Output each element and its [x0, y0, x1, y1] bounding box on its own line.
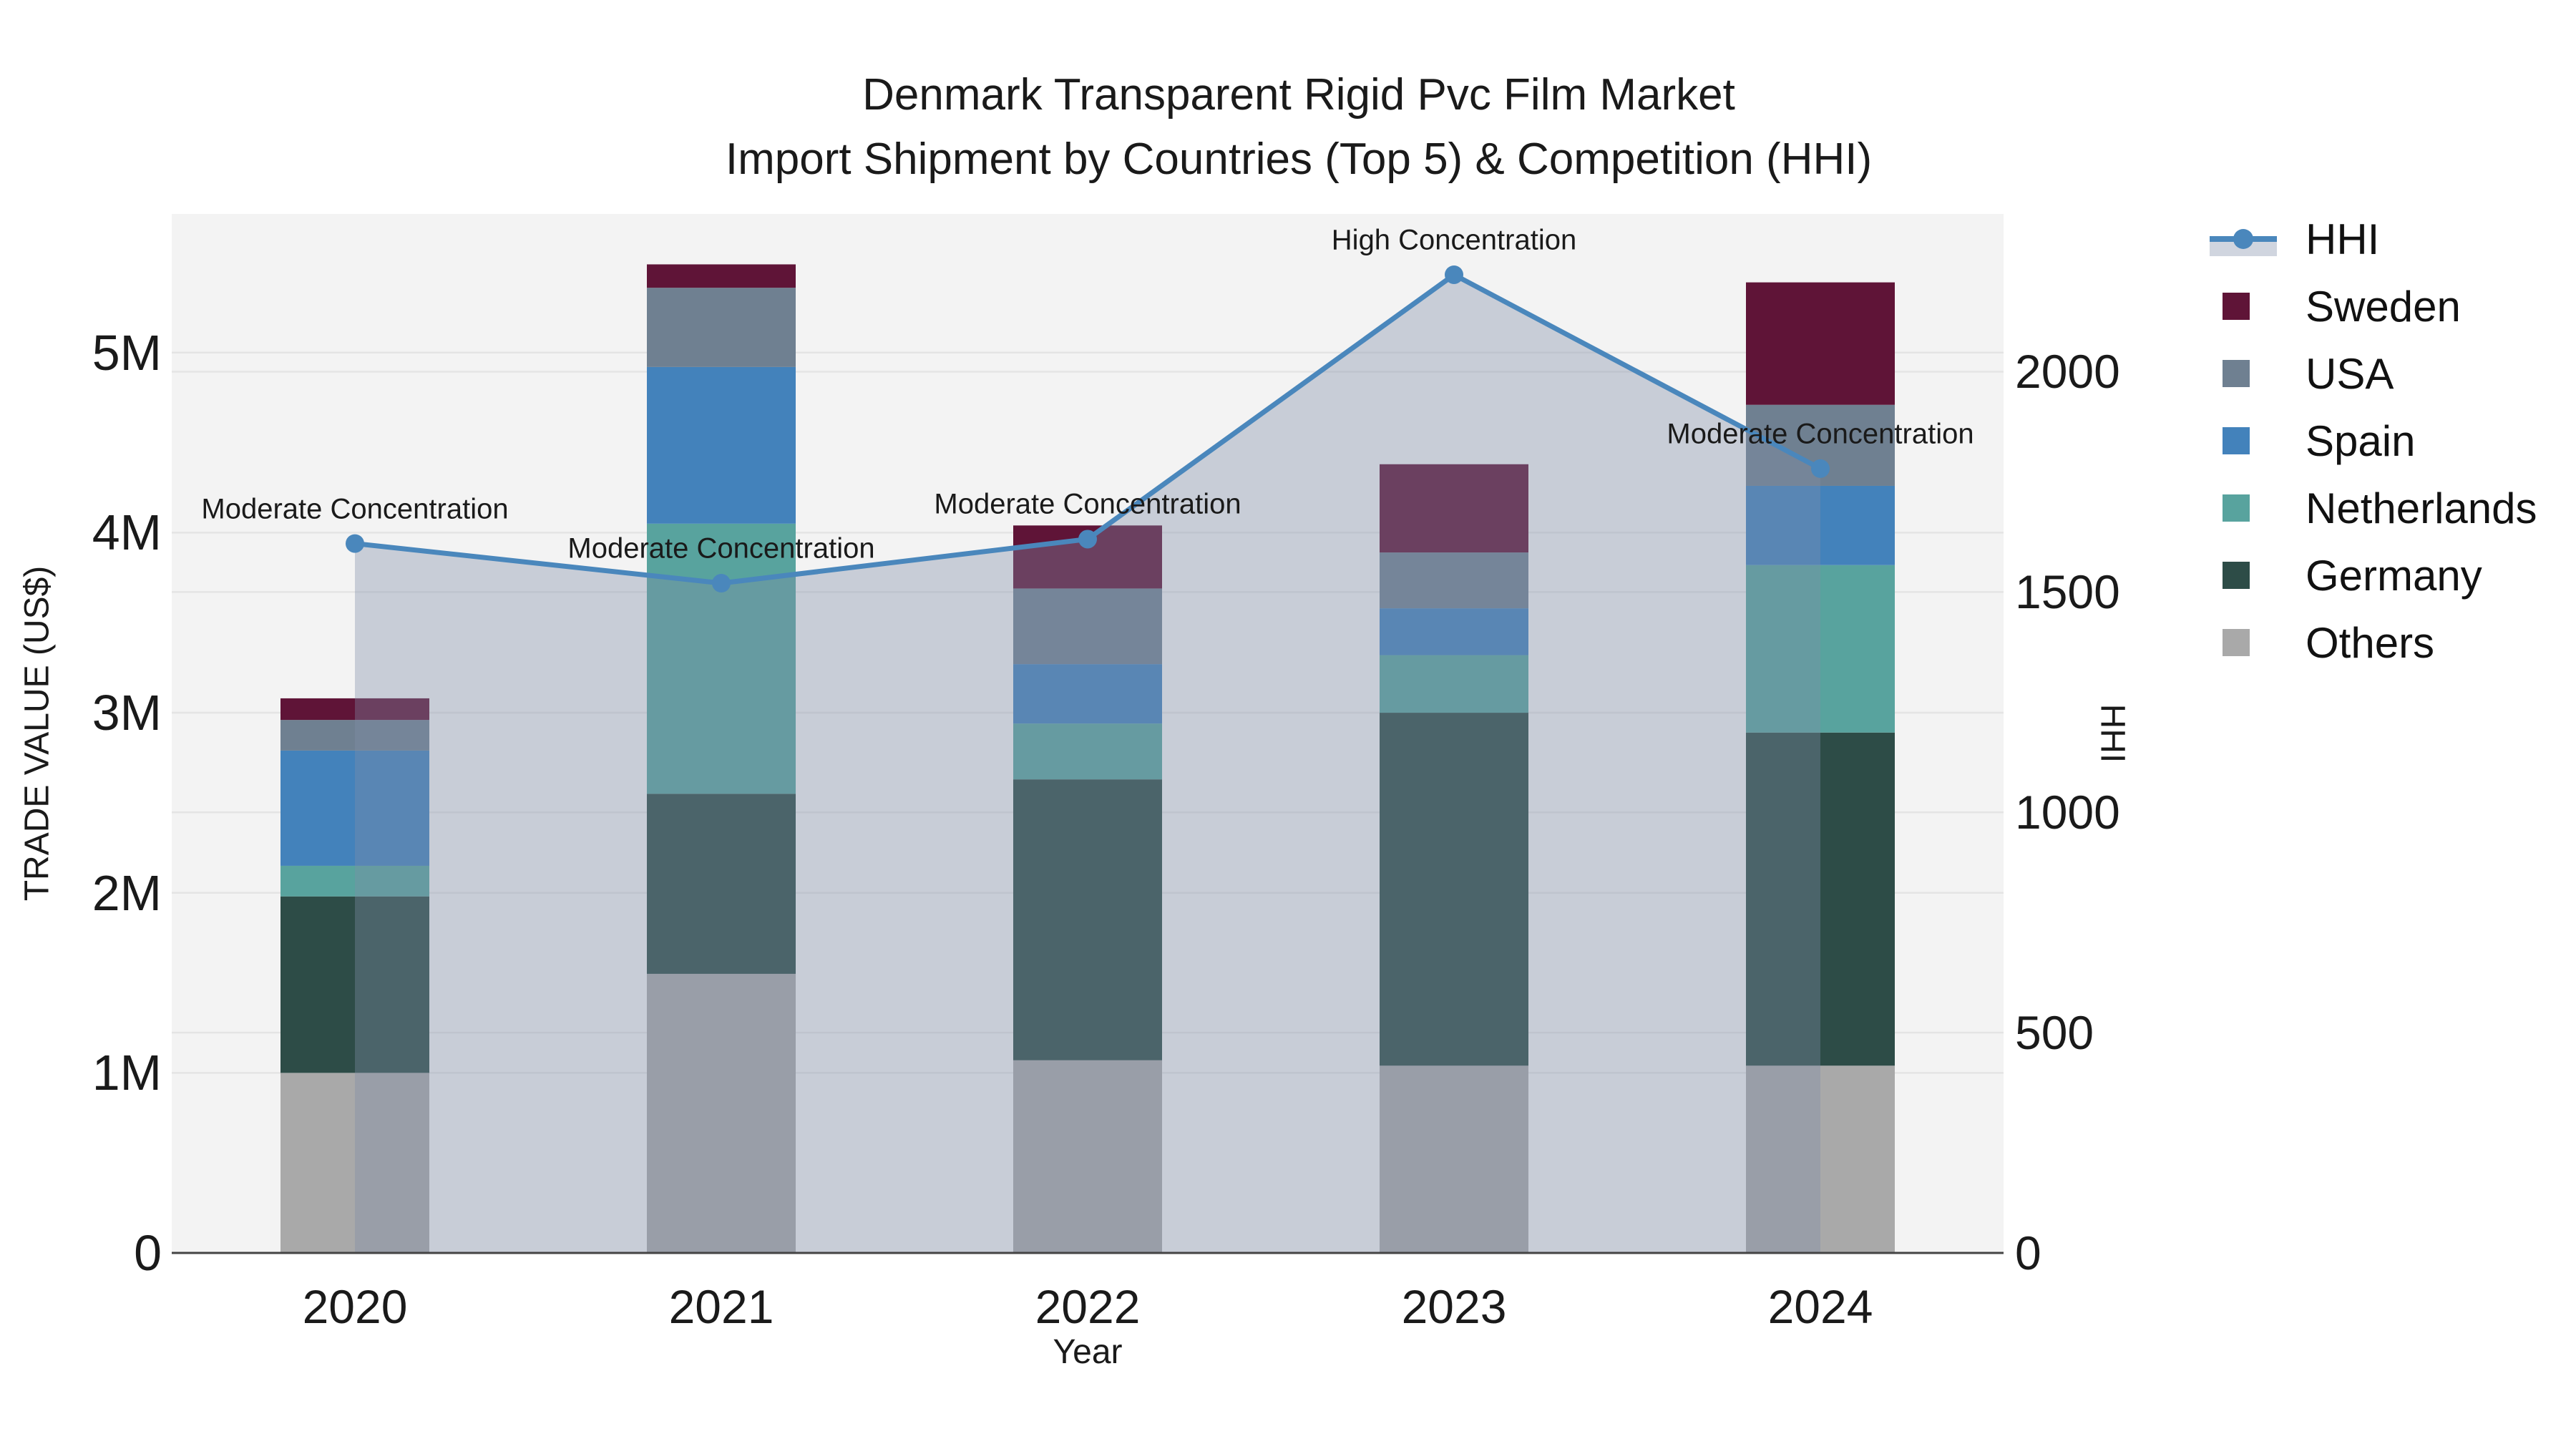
legend-item-germany[interactable]: Germany [2210, 551, 2482, 600]
y-right-tick-1000: 1000 [2015, 786, 2120, 839]
legend-label: Sweden [2306, 282, 2461, 331]
annotation-2020: Moderate Concentration [201, 493, 509, 525]
legend-item-spain[interactable]: Spain [2210, 417, 2415, 465]
sweden-swatch-icon [2223, 293, 2250, 320]
legend-label: Netherlands [2306, 484, 2537, 532]
y-right-tick-2000: 2000 [2015, 345, 2120, 399]
bar-segment-netherlands-2022[interactable] [1013, 723, 1162, 780]
legend-label: Others [2306, 618, 2435, 667]
legend-item-others[interactable]: Others [2210, 619, 2434, 667]
bar-segment-germany-2021[interactable] [647, 794, 796, 974]
others-swatch-icon [2223, 629, 2250, 656]
y-left-tick-3M: 3M [92, 685, 162, 741]
germany-swatch-icon [2223, 562, 2250, 589]
annotation-2022: Moderate Concentration [934, 488, 1241, 520]
bar-segment-netherlands-2024[interactable] [1746, 565, 1895, 733]
y-left-tick-1M: 1M [92, 1045, 162, 1101]
legend-item-netherlands[interactable]: Netherlands [2210, 484, 2537, 532]
hhi-point-2022[interactable] [1078, 530, 1097, 549]
legend-label: USA [2306, 349, 2394, 398]
bar-segment-germany-2023[interactable] [1380, 713, 1528, 1066]
netherlands-swatch-icon [2223, 494, 2250, 522]
x-tick-2021: 2021 [668, 1280, 774, 1333]
legend-item-usa[interactable]: USA [2210, 350, 2394, 398]
bar-segment-others-2022[interactable] [1013, 1060, 1162, 1253]
bar-segment-spain-2023[interactable] [1380, 608, 1528, 655]
hhi-point-2021[interactable] [712, 574, 731, 593]
bar-segment-germany-2020[interactable] [280, 896, 429, 1073]
bar-segment-others-2023[interactable] [1380, 1065, 1528, 1253]
chart-title-line2: Import Shipment by Countries (Top 5) & C… [725, 135, 1873, 184]
usa-swatch-icon [2223, 360, 2250, 387]
bar-segment-netherlands-2023[interactable] [1380, 655, 1528, 713]
bar-segment-others-2020[interactable] [280, 1073, 429, 1253]
bar-segment-spain-2020[interactable] [280, 750, 429, 866]
legend-item-sweden[interactable]: Sweden [2210, 282, 2461, 331]
y-right-tick-500: 500 [2015, 1006, 2094, 1060]
bar-segment-germany-2022[interactable] [1013, 779, 1162, 1060]
bar-segment-others-2021[interactable] [647, 973, 796, 1253]
chart-title-line1: Denmark Transparent Rigid Pvc Film Marke… [862, 70, 1735, 119]
annotation-2021: Moderate Concentration [567, 532, 875, 565]
y-axis-right-title: HHI [2093, 703, 2132, 763]
annotation-2024: Moderate Concentration [1667, 418, 1974, 450]
x-axis-title: Year [1053, 1333, 1123, 1371]
x-tick-2020: 2020 [302, 1280, 408, 1333]
bar-segment-sweden-2024[interactable] [1746, 282, 1895, 405]
hhi-area-fill [355, 274, 1820, 1254]
bar-segment-usa-2023[interactable] [1380, 552, 1528, 609]
legend-label: Spain [2306, 416, 2416, 465]
x-tick-2022: 2022 [1035, 1280, 1141, 1333]
annotation-2023: High Concentration [1331, 224, 1577, 256]
spain-swatch-icon [2223, 427, 2250, 454]
bar-segment-spain-2021[interactable] [647, 366, 796, 524]
bar-segment-usa-2021[interactable] [647, 288, 796, 367]
y-right-tick-1500: 1500 [2015, 565, 2120, 619]
bar-segment-usa-2020[interactable] [280, 720, 429, 751]
bar-segment-others-2024[interactable] [1746, 1065, 1895, 1253]
chart-title: Denmark Transparent Rigid Pvc Film Marke… [726, 63, 1872, 192]
x-tick-2023: 2023 [1401, 1280, 1507, 1333]
hhi-line-sample-icon [2210, 218, 2277, 260]
bar-segment-sweden-2020[interactable] [280, 698, 429, 721]
bar-segment-germany-2024[interactable] [1746, 732, 1895, 1066]
hhi-point-2024[interactable] [1811, 459, 1830, 478]
bar-segment-netherlands-2020[interactable] [280, 865, 429, 897]
hhi-point-2020[interactable] [346, 534, 364, 553]
bar-segment-usa-2022[interactable] [1013, 588, 1162, 665]
y-right-tick-0: 0 [2015, 1226, 2041, 1279]
legend-item-hhi[interactable]: HHI [2210, 215, 2379, 263]
bar-segment-spain-2022[interactable] [1013, 664, 1162, 724]
y-axis-left-title: TRADE VALUE (US$) [18, 565, 57, 902]
x-tick-2024: 2024 [1767, 1280, 1873, 1333]
bar-segment-netherlands-2021[interactable] [647, 523, 796, 794]
bar-segment-spain-2024[interactable] [1746, 485, 1895, 565]
y-left-tick-0: 0 [134, 1225, 162, 1281]
legend-label: HHI [2306, 215, 2380, 263]
y-left-tick-2M: 2M [92, 864, 162, 921]
y-left-tick-4M: 4M [92, 504, 162, 561]
bar-segment-sweden-2021[interactable] [647, 264, 796, 288]
y-left-tick-5M: 5M [92, 324, 162, 381]
bar-segment-sweden-2023[interactable] [1380, 464, 1528, 553]
legend-label: Germany [2306, 551, 2482, 600]
hhi-point-2023[interactable] [1445, 265, 1463, 284]
